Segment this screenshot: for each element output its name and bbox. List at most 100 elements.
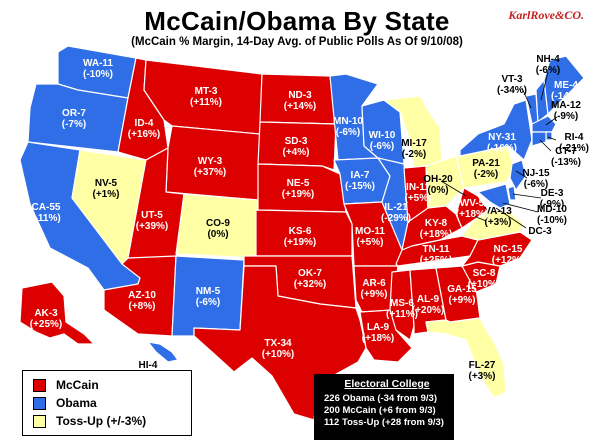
state-label-KY-name: KY-8: [425, 218, 448, 229]
state-label-CT-name: CT-7: [555, 146, 577, 157]
state-label-MN-name: MN-10: [333, 116, 363, 127]
state-labels: WA-11(-10%)OR-7(-7%)CA-55(-11%)NV-5(+1%)…: [30, 54, 589, 382]
state-label-NH-margin: (-6%): [536, 65, 560, 76]
legend: McCain Obama Toss-Up (+/-3%): [22, 370, 192, 436]
state-label-WA-name: WA-11: [83, 58, 113, 69]
state-label-KS-margin: (+19%): [284, 237, 317, 248]
state-label-MT-name: MT-3: [195, 86, 218, 97]
state-label-NE-name: NE-5: [287, 178, 310, 189]
state-shape-DE: [507, 185, 517, 201]
state-label-NJ-name: NJ-15: [522, 168, 550, 179]
state-label-AL-name: AL-9: [417, 294, 440, 305]
state-label-CO-name: CO-9: [206, 218, 230, 229]
electoral-college-box: Electoral College 226 Obama (-34 from 9/…: [314, 374, 454, 440]
state-label-FL-name: FL-27: [469, 360, 496, 371]
state-label-OK-name: OK-7: [298, 268, 322, 279]
state-label-WV-name: WV-5: [460, 198, 485, 209]
state-label-VA-name: VA-13: [484, 206, 512, 217]
map-title: McCain/Obama By State: [144, 6, 450, 36]
state-shape-HI: [147, 341, 179, 363]
state-shape-RI: [545, 131, 553, 141]
legend-swatch-tossup: [33, 414, 46, 428]
state-label-WV-margin: (+18%): [456, 209, 489, 220]
state-label-MO-name: MO-11: [355, 226, 385, 237]
electoral-line-tossup: 112 Toss-Up (+28 from 9/3): [324, 417, 444, 428]
state-label-CT-margin: (-13%): [551, 157, 581, 168]
state-label-MN-margin: (-6%): [336, 127, 360, 138]
state-label-NY-name: NY-31: [488, 132, 516, 143]
state-label-SC-margin: (+10%): [468, 279, 501, 290]
state-label-PA-name: PA-21: [472, 158, 500, 169]
legend-swatch-obama: [33, 396, 46, 410]
state-label-UT-name: UT-5: [141, 210, 163, 221]
legend-item-mccain: McCain: [33, 378, 99, 392]
state-label-NV-margin: (+1%): [93, 189, 120, 200]
state-label-SD-name: SD-3: [285, 136, 308, 147]
state-label-IN-margin: (+5%): [405, 193, 432, 204]
state-label-AZ-name: AZ-10: [128, 290, 156, 301]
state-label-IA-margin: (-15%): [345, 181, 375, 192]
state-label-AR-margin: (+9%): [361, 289, 388, 300]
legend-label-tossup: Toss-Up (+/-3%): [56, 414, 147, 428]
state-label-NH-name: NH-4: [536, 54, 560, 65]
state-shape-SD: [257, 121, 337, 171]
state-label-ME-name: ME-4: [554, 80, 578, 91]
state-label-HI-name: HI-4: [139, 360, 158, 371]
legend-swatch-mccain: [33, 378, 46, 392]
state-label-ID-margin: (+16%): [128, 129, 161, 140]
state-label-VA-margin: (+3%): [485, 217, 512, 228]
state-label-PA-margin: (-2%): [474, 169, 498, 180]
state-label-OR-margin: (-7%): [62, 119, 86, 130]
state-shape-FL: [425, 317, 507, 399]
state-label-MS-margin: (+11%): [386, 309, 418, 320]
state-label-MI-name: MI-17: [401, 138, 427, 149]
state-label-TN-name: TN-11: [422, 244, 450, 255]
state-label-MI-margin: (-2%): [402, 149, 426, 160]
state-label-KY-margin: (+18%): [420, 229, 453, 240]
state-shape-AK: [19, 281, 95, 345]
electoral-line-mccain: 200 McCain (+6 from 9/3): [324, 405, 436, 416]
state-label-LA-margin: (+18%): [362, 333, 395, 344]
state-label-IL-name: IL-21: [384, 202, 408, 213]
state-label-GA-name: GA-15: [447, 284, 477, 295]
state-label-TN-margin: (+25%): [420, 255, 453, 266]
state-label-WI-name: WI-10: [369, 130, 396, 141]
state-label-WI-margin: (-6%): [370, 141, 394, 152]
state-label-LA-name: LA-9: [367, 322, 390, 333]
state-label-DC-name: DC-3: [528, 226, 552, 237]
state-label-MD-name: MD-10: [537, 204, 567, 215]
state-label-MT-margin: (+11%): [190, 97, 222, 108]
state-label-VT-margin: (-34%): [497, 85, 527, 96]
state-label-OH-name: OH-20: [423, 174, 453, 185]
state-label-NC-margin: (+12%): [492, 255, 525, 266]
legend-label-obama: Obama: [56, 396, 97, 410]
state-shape-NJ: [509, 159, 527, 191]
legend-item-tossup: Toss-Up (+/-3%): [33, 414, 146, 428]
state-label-NC-name: NC-15: [494, 244, 523, 255]
state-label-WY-margin: (+37%): [194, 167, 227, 178]
state-label-AR-name: AR-6: [362, 278, 386, 289]
state-label-DE-margin: (-9%): [540, 199, 564, 210]
state-label-UT-margin: (+39%): [136, 221, 169, 232]
state-label-DE-name: DE-3: [541, 188, 564, 199]
state-label-OH-margin: (0%): [427, 185, 448, 196]
state-label-MS-name: MS-6: [390, 298, 414, 309]
state-label-OR-name: OR-7: [62, 108, 86, 119]
state-label-NY-margin: (-16%): [487, 143, 517, 154]
state-label-ME-margin: (-14%): [551, 91, 581, 102]
state-shape-MA: [531, 115, 557, 133]
state-label-AK-margin: (+25%): [30, 319, 63, 330]
electoral-line-obama: 226 Obama (-34 from 9/3): [324, 393, 437, 404]
state-label-NE-margin: (+19%): [282, 189, 315, 200]
state-label-IA-name: IA-7: [351, 170, 370, 181]
state-label-TX-name: TX-34: [264, 338, 292, 349]
state-label-MO-margin: (+5%): [357, 237, 384, 248]
state-label-SD-margin: (+4%): [283, 147, 310, 158]
state-label-RI-margin: (-21%): [559, 143, 589, 154]
state-label-FL-margin: (+3%): [469, 371, 496, 382]
state-label-WY-name: WY-3: [198, 156, 223, 167]
state-label-NV-name: NV-5: [95, 178, 118, 189]
map-subtitle: (McCain % Margin, 14-Day Avg. of Public …: [131, 36, 463, 48]
pointer-lines: [440, 71, 558, 229]
